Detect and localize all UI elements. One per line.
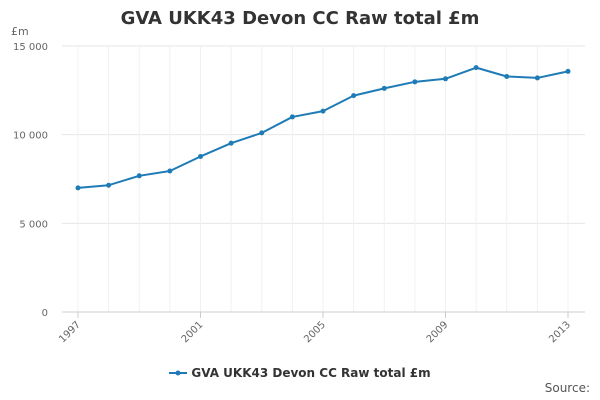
data-point — [381, 85, 387, 91]
data-point — [473, 65, 479, 71]
legend[interactable]: GVA UKK43 Devon CC Raw total £m — [0, 366, 600, 380]
data-point — [75, 185, 81, 191]
y-tick-label: 0 — [42, 308, 48, 319]
x-tick-label: 1997 — [57, 320, 83, 346]
data-point — [443, 76, 448, 82]
chart-title: GVA UKK43 Devon CC Raw total £m — [120, 8, 480, 29]
y-axis-unit: £m — [11, 25, 29, 38]
data-point — [565, 68, 571, 74]
data-point — [504, 74, 510, 80]
y-tick-label: 10 000 — [13, 131, 48, 142]
data-point — [228, 140, 234, 146]
data-point — [136, 173, 142, 179]
data-point — [106, 182, 112, 188]
data-point — [412, 79, 418, 85]
data-point — [289, 114, 295, 120]
tick-labels: 0 5 000 10 000 15 000 1997 2001 2005 2009 2013 — [13, 42, 573, 345]
data-point — [198, 153, 203, 159]
data-point — [534, 75, 540, 81]
axes — [62, 311, 585, 318]
data-point — [167, 168, 173, 174]
legend-label: GVA UKK43 Devon CC Raw total £m — [191, 366, 431, 380]
x-tick-label: 2009 — [425, 320, 451, 346]
series-layer — [75, 65, 571, 191]
data-point — [320, 108, 326, 114]
y-tick-label: 5 000 — [19, 219, 48, 230]
x-tick-label: 2005 — [302, 320, 328, 346]
grid-lines — [62, 45, 585, 312]
data-point — [259, 130, 265, 136]
x-tick-label: 2013 — [547, 320, 573, 346]
y-tick-label: 15 000 — [13, 42, 48, 53]
legend-swatch-icon — [169, 370, 188, 376]
x-tick-label: 2001 — [180, 320, 206, 346]
data-point — [351, 93, 357, 99]
chart-credit[interactable]: Source: — [544, 381, 590, 395]
